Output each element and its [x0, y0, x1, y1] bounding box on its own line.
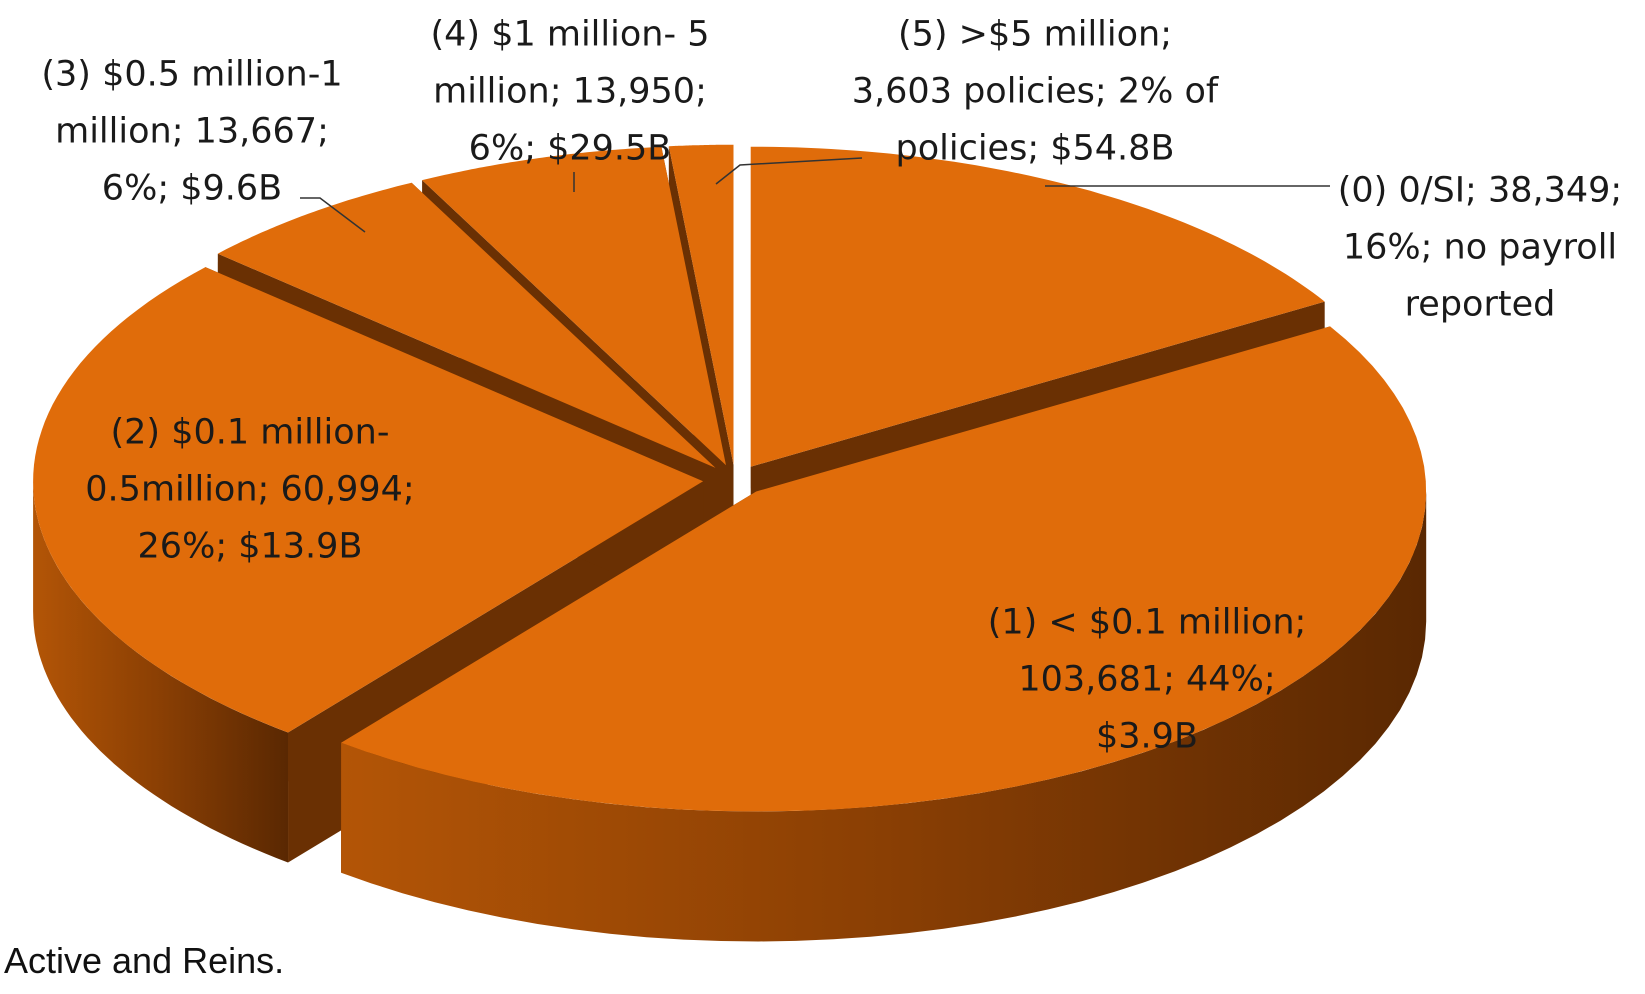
note: Active and Reins.	[4, 940, 285, 981]
leader-line	[300, 197, 366, 233]
slice-top	[33, 267, 704, 733]
slice-wall	[33, 481, 288, 863]
slice	[341, 326, 1427, 942]
slice-top	[750, 146, 1325, 467]
slice-top	[341, 326, 1427, 812]
slice-wall	[341, 491, 1427, 942]
slice-label: (0) 0/SI; 38,349; 16%; no payroll report…	[1337, 170, 1623, 325]
slice-top	[668, 144, 734, 465]
leader-line	[715, 157, 863, 185]
slice-label: (4) $1 million- 5 million; 13,950; 6%; $…	[430, 14, 710, 169]
slice-top	[217, 182, 716, 468]
slice-label: (2) $0.1 million- 0.5million; 60,994; 26…	[85, 412, 415, 567]
leader-lines	[300, 157, 1330, 233]
slice-label: (3) $0.5 million-1 million; 13,667; 6%; …	[41, 54, 343, 209]
slice-top	[422, 146, 726, 466]
slice-label: (1) < $0.1 million; 103,681; 44%; $3.9B	[987, 602, 1307, 757]
slice-label: (5) >$5 million; 3,603 policies; 2% of p…	[851, 14, 1219, 169]
